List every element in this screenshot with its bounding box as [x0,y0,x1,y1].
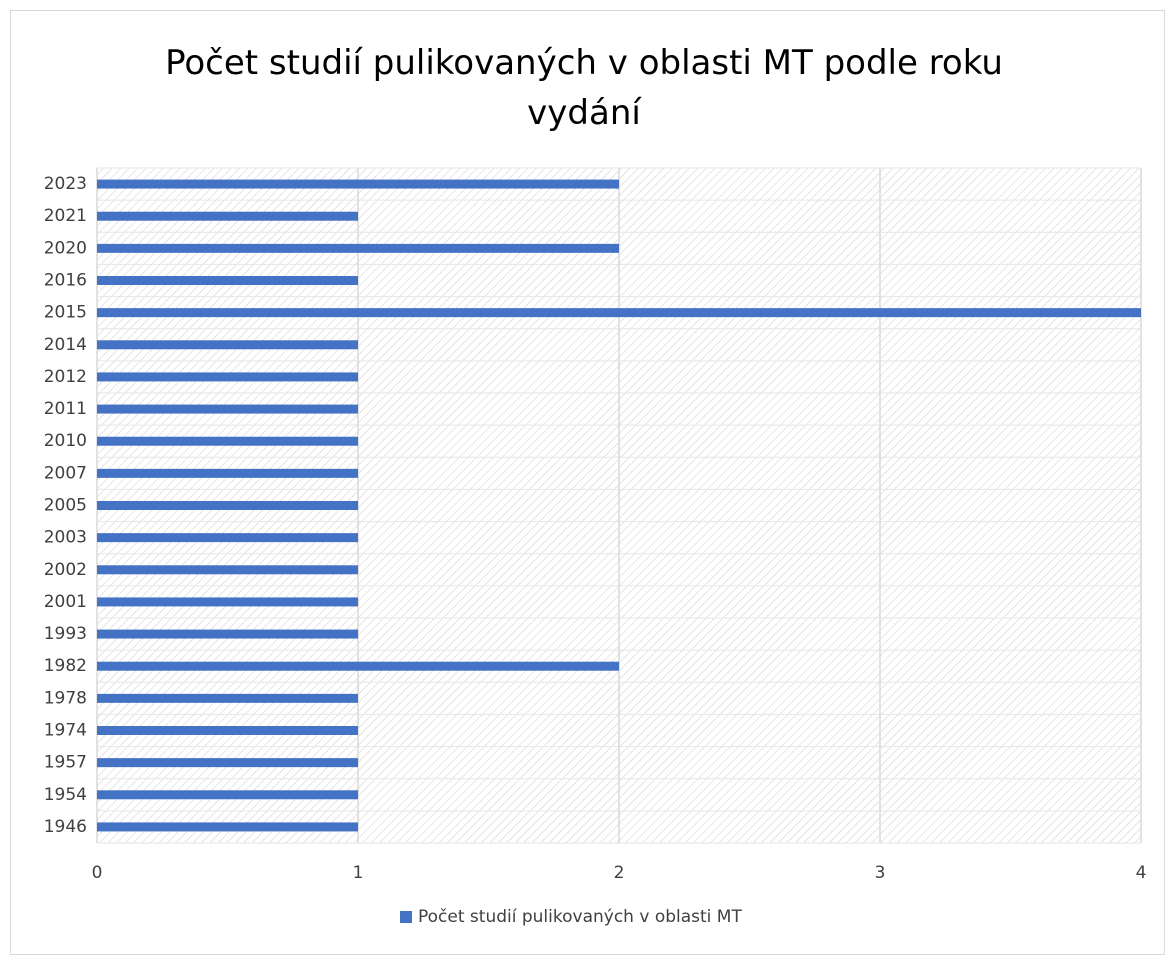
bar [97,436,358,446]
y-tick-label: 2002 [44,560,87,580]
chart-title: Počet studií pulikovaných v oblasti MT p… [165,43,1003,133]
y-tick-label: 1974 [44,721,87,741]
bar [97,822,358,832]
bar [97,790,358,800]
bar [97,211,358,221]
y-tick-label: 2015 [44,303,87,323]
y-tick-label: 1954 [44,785,87,805]
legend-swatch [400,911,412,923]
bar [97,501,358,510]
y-tick-label: 2005 [44,496,87,516]
bar [97,243,619,253]
bar [97,404,358,414]
bar [97,597,358,607]
bar [97,661,619,671]
bar [97,468,358,478]
y-tick-label: 2001 [44,592,87,612]
y-tick-label: 1993 [44,624,87,644]
y-tick-label: 2012 [44,367,87,387]
bar [97,565,358,575]
bar [97,758,358,768]
bar [97,340,358,350]
y-tick-label: 2023 [44,174,87,194]
x-tick-label: 0 [92,863,103,883]
bar [97,308,1141,318]
y-tick-label: 1957 [44,753,87,773]
x-tick-label: 1 [353,863,364,883]
y-tick-label: 2010 [44,431,87,451]
bar [97,693,358,703]
y-tick-label: 2016 [44,271,87,291]
bar [97,533,358,543]
x-tick-label: 3 [875,863,886,883]
bar [97,372,358,382]
y-tick-label: 1982 [44,656,87,676]
y-tick-label: 1978 [44,688,87,708]
y-tick-label: 1946 [44,817,87,837]
y-tick-label: 2011 [44,399,87,419]
legend-label: Počet studií pulikovaných v oblasti MT [418,907,742,927]
bar [97,179,619,189]
y-tick-label: 2021 [44,206,87,226]
chart-frame [10,10,1165,955]
y-tick-label: 2014 [44,335,87,355]
bar [97,629,358,639]
bar [97,276,358,285]
y-tick-label: 2003 [44,528,87,548]
y-tick-label: 2007 [44,463,87,483]
x-tick-label: 2 [614,863,625,883]
x-tick-label: 4 [1136,863,1147,883]
bar [97,726,358,735]
y-tick-label: 2020 [44,238,87,258]
